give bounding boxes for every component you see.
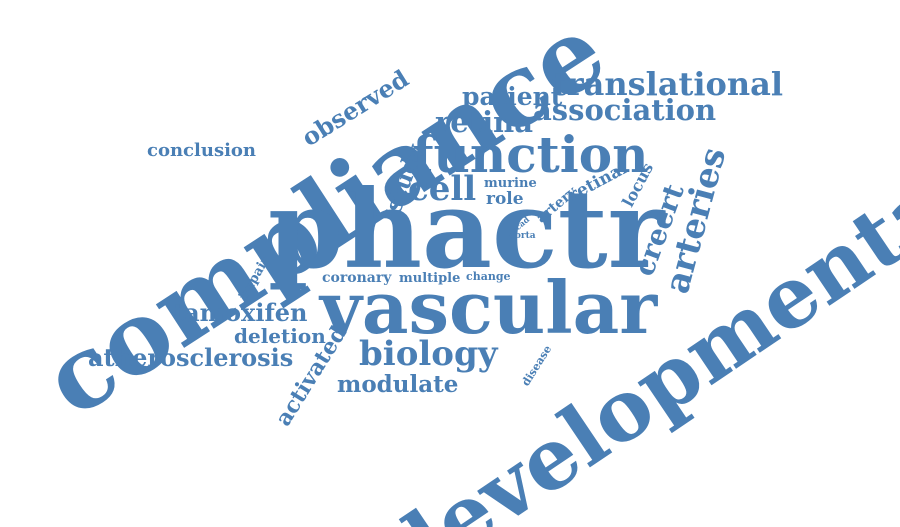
word-role: role (486, 189, 524, 209)
word-function: function (412, 125, 649, 184)
word-tamoxifen: tamoxifen (173, 298, 308, 327)
word-biology: biology (359, 334, 498, 374)
word-aorta: aorta (509, 231, 536, 241)
word-translational: translational (552, 65, 783, 103)
word-association: association (533, 93, 717, 127)
word-modulate: modulate (337, 371, 459, 398)
word-cell: cell (408, 169, 477, 209)
word-vascular: vascular (320, 265, 658, 350)
word-patient: patient (462, 82, 563, 111)
word-deletion: deletion (234, 324, 326, 348)
word-change: change (466, 270, 511, 283)
word-atherosclerosis: atherosclerosis (88, 343, 294, 372)
word-phactr: phactr (268, 167, 665, 293)
word-disease: disease (519, 342, 555, 389)
word-conclusion: conclusion (147, 140, 257, 161)
word-multiple: multiple (399, 271, 461, 286)
word-murine: murine (484, 176, 537, 191)
word-retina: retina (435, 105, 534, 139)
word-coronary: coronary (322, 270, 392, 286)
